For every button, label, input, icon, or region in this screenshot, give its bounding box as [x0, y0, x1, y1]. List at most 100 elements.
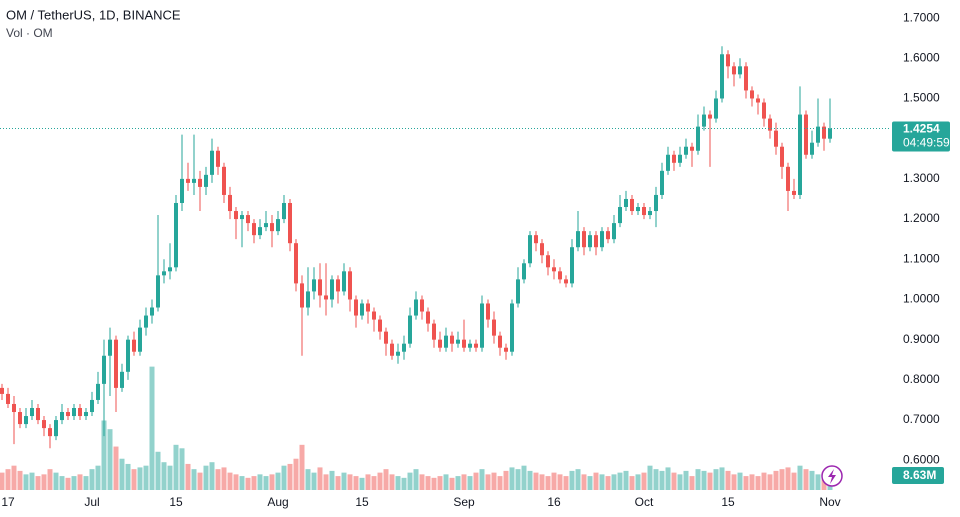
volume-bar: [791, 472, 797, 490]
candle-body: [630, 198, 634, 212]
volume-bar: [581, 474, 587, 490]
volume-bar: [149, 366, 155, 490]
candle-body: [714, 98, 718, 119]
countdown: 04:49:59: [903, 136, 950, 150]
candle-body: [594, 235, 598, 248]
volume-bar: [287, 463, 293, 490]
volume-bar: [587, 476, 593, 490]
volume-bar: [527, 470, 533, 490]
volume-bar: [533, 472, 539, 490]
candle-body: [210, 150, 214, 175]
volume-bar: [275, 472, 281, 490]
volume-bar: [545, 476, 551, 490]
candle-body: [90, 399, 94, 413]
volume-bar: [77, 474, 83, 490]
candle-body: [444, 335, 448, 348]
volume-bar: [233, 474, 239, 490]
volume-bar: [107, 429, 113, 490]
candle-body: [78, 407, 82, 417]
candle-body: [684, 146, 688, 155]
candle-body: [258, 227, 262, 236]
candle-body: [126, 339, 130, 372]
candle-body: [276, 219, 280, 232]
candle-body: [120, 371, 124, 388]
candle-body: [138, 327, 142, 352]
candle-body: [186, 178, 190, 183]
candle-body: [774, 130, 778, 147]
x-tick-label: 15: [721, 495, 735, 509]
volume-bar: [419, 474, 425, 490]
volume-bar: [395, 476, 401, 490]
candle-body: [114, 339, 118, 388]
candle-body: [6, 393, 10, 404]
candle-body: [354, 299, 358, 316]
candle-body: [708, 114, 712, 119]
candle-body: [300, 283, 304, 308]
y-tick-label: 1.2000: [903, 211, 940, 225]
x-tick-label: 16: [547, 495, 561, 509]
candle-body: [462, 339, 466, 348]
volume-bar: [485, 474, 491, 490]
candle-body: [438, 339, 442, 348]
y-tick-label: 1.1000: [903, 251, 940, 265]
volume-bar: [257, 474, 263, 490]
volume-label-box: [892, 467, 944, 484]
x-tick-label: Sep: [453, 495, 475, 509]
volume-bar: [773, 470, 779, 490]
volume-bar: [767, 474, 773, 490]
volume-bar: [443, 474, 449, 490]
volume-bar: [593, 472, 599, 490]
candle-body: [102, 355, 106, 384]
candle-body: [570, 247, 574, 284]
volume-bar: [503, 470, 509, 490]
volume-bar: [41, 474, 47, 490]
volume-bar: [137, 467, 143, 490]
plot-area: [0, 46, 833, 490]
candle-body: [828, 128, 832, 139]
candle-body: [66, 412, 70, 417]
volume-bar: [605, 476, 611, 490]
candle-body: [72, 407, 76, 417]
volume-bar: [311, 472, 317, 490]
volume-bar: [263, 476, 269, 490]
volume-bar: [731, 474, 737, 490]
volume-bar: [11, 465, 17, 490]
volume-bar: [197, 472, 203, 490]
candle-body: [624, 198, 628, 208]
volume-bar: [815, 474, 821, 490]
volume-label: 8.63M: [903, 468, 936, 482]
candle-body: [726, 54, 730, 67]
volume-bar: [623, 470, 629, 490]
volume-bar: [611, 474, 617, 490]
volume-bar: [437, 476, 443, 490]
volume-bar: [341, 472, 347, 490]
candle-body: [30, 407, 34, 417]
volume-bar: [245, 477, 251, 490]
volume-bar: [515, 469, 521, 490]
volume-bar: [449, 477, 455, 490]
candle-body: [564, 279, 568, 284]
candle-body: [678, 154, 682, 163]
candle-body: [468, 343, 472, 348]
candle-body: [606, 231, 610, 240]
volume-bar: [455, 476, 461, 490]
volume-bar: [539, 474, 545, 490]
x-tick-label: Oct: [635, 495, 654, 509]
volume-bar: [413, 469, 419, 490]
volume-bar: [293, 458, 299, 490]
chart-title: OM / TetherUS, 1D, BINANCE: [6, 7, 181, 22]
volume-bar: [383, 469, 389, 490]
candle-body: [498, 335, 502, 348]
candle-body: [522, 263, 526, 280]
volume-bar: [5, 469, 11, 490]
volume-bar: [317, 467, 323, 490]
volume-bar: [461, 474, 467, 490]
volume-bar: [377, 472, 383, 490]
candle-body: [516, 279, 520, 304]
candle-body: [744, 66, 748, 91]
volume-bar: [389, 474, 395, 490]
candle-body: [162, 271, 166, 276]
candle-body: [534, 235, 538, 244]
candle-body: [738, 66, 742, 75]
volume-bar: [371, 476, 377, 490]
